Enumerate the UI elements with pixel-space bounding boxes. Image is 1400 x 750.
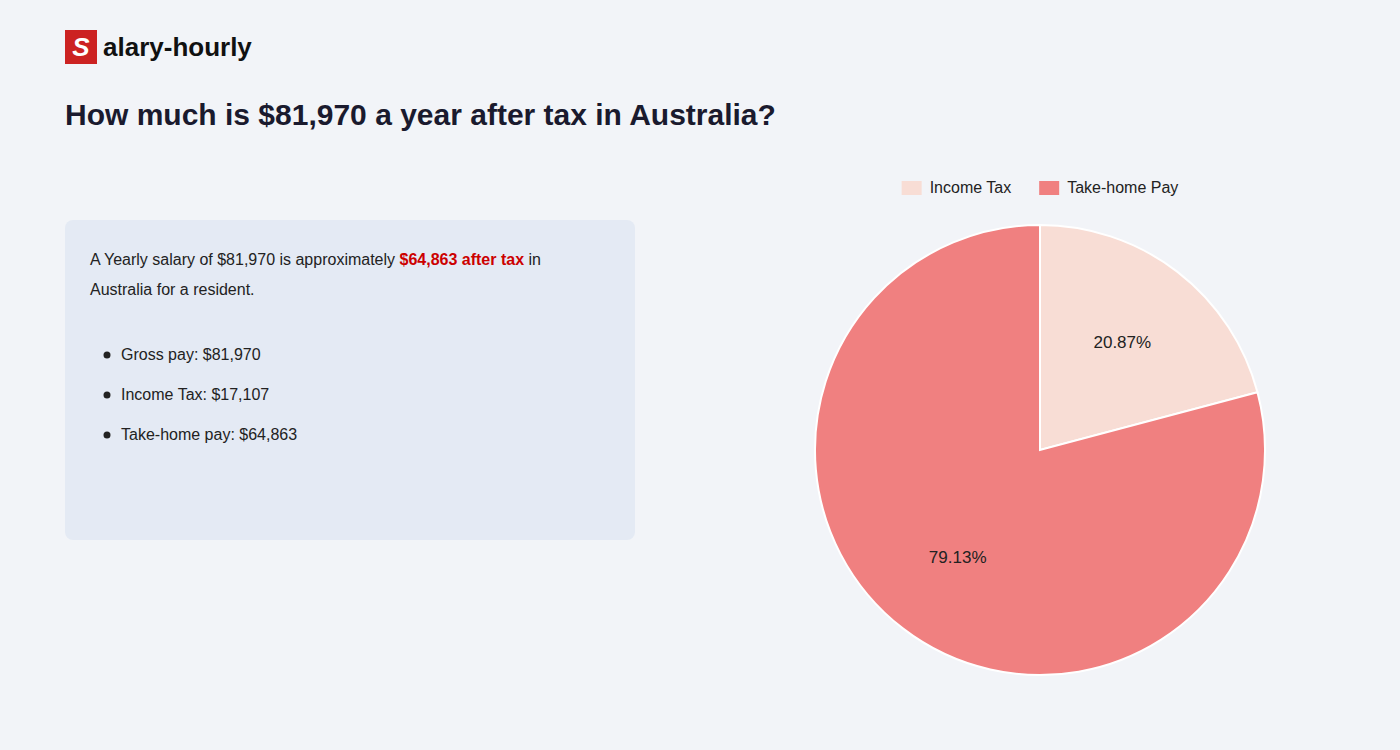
bullet-text: Income Tax: $17,107	[121, 386, 269, 403]
logo-box	[65, 30, 97, 64]
pie	[815, 225, 1265, 675]
summary-part: A Yearly salary of $81,970 is approximat…	[90, 251, 400, 268]
bullet-dot	[104, 352, 111, 359]
summary-line: A Yearly salary of $81,970 is approximat…	[90, 251, 541, 268]
chart: Salary-hourly How much is $81,970 a year …	[0, 0, 1400, 750]
logo: Salary-hourly	[65, 30, 252, 64]
bullet-text: Gross pay: $81,970	[121, 346, 261, 363]
legend-swatch	[902, 181, 922, 195]
summary-part: in	[524, 251, 541, 268]
info-box-bg	[65, 220, 635, 540]
bullet-dot	[104, 392, 111, 399]
legend: Income Tax Take-home Pay	[902, 179, 1179, 196]
info-box: A Yearly salary of $81,970 is approximat…	[65, 220, 635, 540]
logo-mark: S	[72, 32, 90, 62]
legend-item: Take-home Pay	[1039, 179, 1178, 196]
legend-item: Income Tax	[902, 179, 1012, 196]
legend-label: Income Tax	[930, 179, 1012, 196]
bullet-dot	[104, 432, 111, 439]
summary-part: $64,863 after tax	[400, 251, 525, 268]
legend-swatch	[1039, 181, 1059, 195]
legend-label: Take-home Pay	[1067, 179, 1178, 196]
data-label: 20.87%	[1093, 333, 1151, 352]
title: How much is $81,970 a year after tax in …	[65, 98, 776, 131]
data-labels: 20.87% 79.13%	[929, 333, 1151, 566]
summary-part: Australia for a resident.	[90, 281, 255, 298]
bullet-text: Take-home pay: $64,863	[121, 426, 297, 443]
summary-line: Australia for a resident.	[90, 281, 255, 298]
data-label: 79.13%	[929, 548, 987, 567]
pie-slice	[815, 225, 1265, 675]
logo-text: alary-hourly	[103, 32, 252, 62]
